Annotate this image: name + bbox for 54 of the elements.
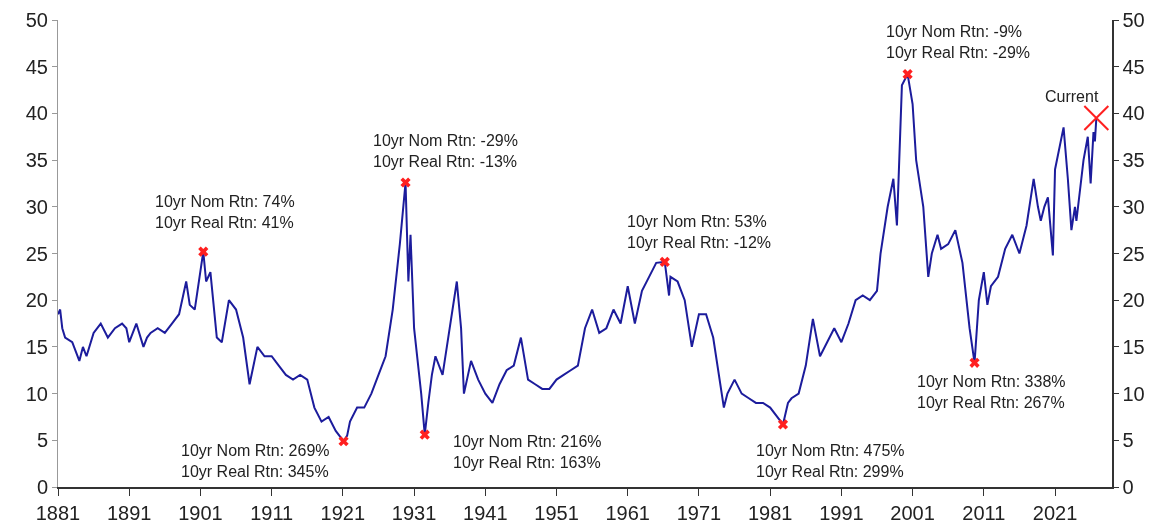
x-tick-label: 1921 <box>320 501 366 524</box>
x-tick-label: 1881 <box>35 501 81 524</box>
x-tick-label: 1961 <box>605 501 650 524</box>
x-tick-label: 1951 <box>534 501 579 524</box>
y2-tick-label: 5 <box>1122 429 1134 452</box>
x-tick-label: 1901 <box>178 501 223 524</box>
x-tick-label: 1991 <box>819 501 864 524</box>
x-tick-label: 1941 <box>463 501 508 524</box>
y2-tick-label: 10 <box>1122 382 1145 405</box>
y-tick-label: 10 <box>25 382 48 405</box>
y-tick-label: 20 <box>25 289 48 312</box>
y2-tick-label: 35 <box>1122 149 1145 172</box>
y-tick-label: 5 <box>36 429 48 452</box>
point <box>659 256 670 268</box>
y2-tick-label: 45 <box>1122 55 1145 78</box>
y-tick-label: 40 <box>25 102 48 125</box>
point <box>198 246 209 257</box>
y-tick-label: 15 <box>25 335 48 358</box>
y-tick-label: 50 <box>25 9 48 31</box>
y2-tick-label: 40 <box>1122 102 1145 125</box>
y2-tick-label: 50 <box>1122 9 1145 31</box>
point <box>902 69 913 80</box>
point <box>969 357 980 368</box>
y2-tick-label: 20 <box>1122 289 1145 312</box>
annotation: 10yr Nom Rtn: 475% 10yr Real Rtn: 299% <box>756 442 905 480</box>
annotation: 10yr Nom Rtn: 338% 10yr Real Rtn: 267% <box>917 373 1066 411</box>
annotation: 10yr Nom Rtn: 269% 10yr Real Rtn: 345% <box>181 442 330 480</box>
x-tick-label: 1931 <box>391 501 437 524</box>
y2-tick-label: 15 <box>1122 335 1145 358</box>
x-tick-label: 1971 <box>676 501 722 524</box>
x-tick-label: 1911 <box>250 501 294 524</box>
x-tick-label: 2001 <box>890 501 935 524</box>
y2-tick-label: 0 <box>1122 476 1134 498</box>
point <box>777 419 789 430</box>
y-tick-label: 25 <box>25 242 48 265</box>
annotation: Current <box>1045 88 1099 105</box>
x-tick-label: 2011 <box>962 501 1006 524</box>
point <box>419 429 430 440</box>
annotation: 10yr Nom Rtn: 216% 10yr Real Rtn: 163% <box>453 433 602 471</box>
point <box>400 177 411 188</box>
annotation: 10yr Nom Rtn: 53% 10yr Real Rtn: -12% <box>627 213 772 251</box>
y-tick-label: 30 <box>25 195 48 218</box>
y-tick-label: 0 <box>36 476 48 498</box>
y-tick-label: 35 <box>25 149 48 172</box>
x-tick-label: 1981 <box>747 501 793 524</box>
y2-tick-label: 25 <box>1122 242 1145 265</box>
x-tick-label: 2021 <box>1032 501 1078 524</box>
point <box>338 436 349 447</box>
y2-tick-label: 30 <box>1122 195 1145 218</box>
y-tick-label: 45 <box>25 55 48 78</box>
annotation: 10yr Nom Rtn: -9% 10yr Real Rtn: -29% <box>886 23 1031 61</box>
annotation: 10yr Nom Rtn: -29% 10yr Real Rtn: -13% <box>373 132 518 170</box>
annotation: 10yr Nom Rtn: 74% 10yr Real Rtn: 41% <box>155 193 295 231</box>
x-tick-label: 1891 <box>106 501 152 524</box>
